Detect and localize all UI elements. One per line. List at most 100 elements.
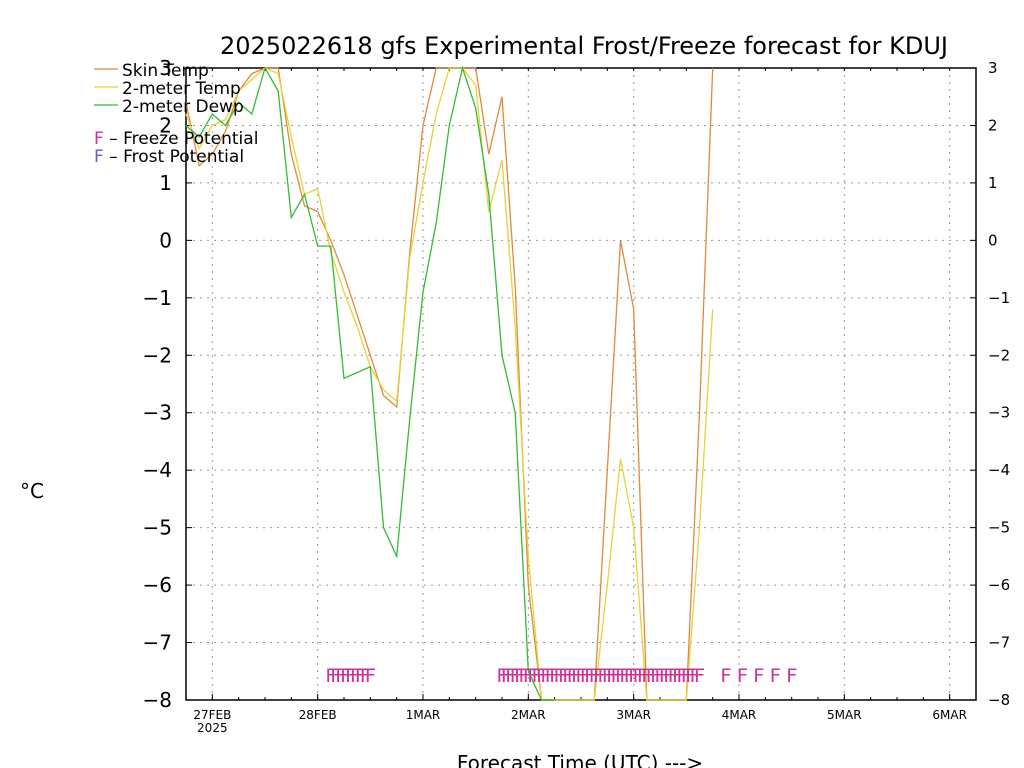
y-tick-label-left: −2 — [143, 343, 172, 367]
y-tick-label-left: −1 — [143, 286, 172, 310]
freeze-marker: F — [509, 665, 520, 687]
freeze-marker: F — [523, 665, 534, 687]
freeze-marker: F — [659, 665, 670, 687]
y-tick-label-left: −6 — [143, 573, 172, 597]
x-tick-label: 6MAR — [932, 708, 967, 722]
freeze-marker: F — [365, 665, 376, 687]
y-tick-label-left: 3 — [159, 56, 172, 80]
freeze-marker: F — [571, 665, 582, 687]
y-tick-label-right: 1 — [988, 174, 998, 192]
series-line-2 — [185, 65, 555, 701]
freeze-marker: F — [632, 665, 643, 687]
x-tick-sublabel: 2025 — [197, 721, 228, 735]
x-tick-label: 1MAR — [406, 708, 441, 722]
freeze-marker: F — [641, 665, 652, 687]
legend-label: 2-meter Dewp — [122, 97, 244, 117]
freeze-marker: F — [518, 665, 529, 687]
x-tick-label: 4MAR — [722, 708, 757, 722]
freeze-marker: F — [689, 665, 700, 687]
freeze-marker: F — [501, 665, 512, 687]
y-tick-label-right: 0 — [988, 231, 998, 249]
y-tick-label-right: −3 — [988, 404, 1010, 422]
freeze-marker: F — [769, 665, 780, 687]
freeze-marker: F — [562, 665, 573, 687]
freeze-marker: F — [355, 665, 366, 687]
freeze-marker: F — [654, 665, 665, 687]
y-tick-label-right: −1 — [988, 289, 1010, 307]
freeze-marker: F — [558, 665, 569, 687]
y-tick-label-left: −4 — [143, 458, 172, 482]
freeze-marker: F — [624, 665, 635, 687]
freeze-marker: F — [514, 665, 525, 687]
annotation-symbol: F — [94, 129, 104, 149]
freeze-marker: F — [536, 665, 547, 687]
freeze-marker: F — [685, 665, 696, 687]
freeze-marker: F — [753, 665, 764, 687]
x-tick-label: 2MAR — [511, 708, 546, 722]
freeze-marker: F — [619, 665, 630, 687]
freeze-marker: F — [593, 665, 604, 687]
y-tick-label-left: −7 — [143, 631, 172, 655]
x-tick-label: 3MAR — [616, 708, 651, 722]
series-line-1 — [185, 67, 714, 701]
freeze-marker: F — [540, 665, 551, 687]
y-tick-label-right: 3 — [988, 59, 998, 77]
freeze-marker: F — [360, 665, 371, 687]
freeze-marker: F — [615, 665, 626, 687]
freeze-marker: F — [584, 665, 595, 687]
freeze-marker: F — [340, 665, 351, 687]
x-tick-label: 5MAR — [827, 708, 862, 722]
freeze-marker: F — [330, 665, 341, 687]
freeze-marker: F — [335, 665, 346, 687]
freeze-marker: F — [694, 665, 705, 687]
y-tick-label-right: −7 — [988, 634, 1010, 652]
series-lines — [185, 65, 714, 701]
y-tick-label-left: −3 — [143, 401, 172, 425]
freeze-marker: F — [549, 665, 560, 687]
freeze-marker: F — [650, 665, 661, 687]
y-tick-label-right: −2 — [988, 346, 1010, 364]
freeze-marker: F — [588, 665, 599, 687]
legend-label: 2-meter Temp — [122, 79, 241, 99]
freeze-marker: F — [602, 665, 613, 687]
x-axis-label: Forecast Time (UTC) ---> — [457, 751, 703, 768]
y-axis-label: °C — [20, 479, 44, 503]
legend-label: Skin Temp — [122, 61, 209, 81]
y-tick-label-left: 0 — [159, 228, 172, 252]
annotation-text: F – Freeze Potential — [94, 129, 258, 149]
freeze-marker: F — [575, 665, 586, 687]
freeze-marker: F — [496, 665, 507, 687]
freeze-marker: F — [566, 665, 577, 687]
freeze-marker: F — [637, 665, 648, 687]
y-tick-label-right: −6 — [988, 576, 1010, 594]
freeze-marker: F — [606, 665, 617, 687]
freeze-marker: F — [610, 665, 621, 687]
freeze-marker: F — [663, 665, 674, 687]
freeze-marker: F — [325, 665, 336, 687]
y-tick-label-left: −5 — [143, 516, 172, 540]
freeze-marker: F — [786, 665, 797, 687]
freeze-marker: F — [681, 665, 692, 687]
freeze-marker: F — [580, 665, 591, 687]
annotation-symbol: F — [94, 147, 104, 167]
freeze-marker: F — [553, 665, 564, 687]
grid — [186, 68, 976, 700]
freeze-marker: F — [737, 665, 748, 687]
chart-title: 2025022618 gfs Experimental Frost/Freeze… — [220, 32, 948, 60]
freeze-marker: F — [527, 665, 538, 687]
y-tick-label-left: 2 — [159, 113, 172, 137]
freeze-marker: F — [720, 665, 731, 687]
annotation-text: F – Frost Potential — [94, 147, 244, 167]
y-tick-label-right: −4 — [988, 461, 1010, 479]
axis-ticks: −8 −8 −7 −7 −6 −6 −5 −5 −4 −4 −3 −3 −2 −2 −1 −1 0 0 1 1 2 2 3 3… — [143, 56, 1011, 735]
freeze-marker: F — [667, 665, 678, 687]
x-tick-label: 27FEB — [193, 708, 231, 722]
y-tick-label-right: −5 — [988, 519, 1010, 537]
freeze-marker: F — [597, 665, 608, 687]
x-tick-label: 28FEB — [299, 708, 337, 722]
annotation-label: – Freeze Potential — [104, 129, 259, 149]
freeze-marker: F — [628, 665, 639, 687]
y-tick-label-left: 1 — [159, 171, 172, 195]
